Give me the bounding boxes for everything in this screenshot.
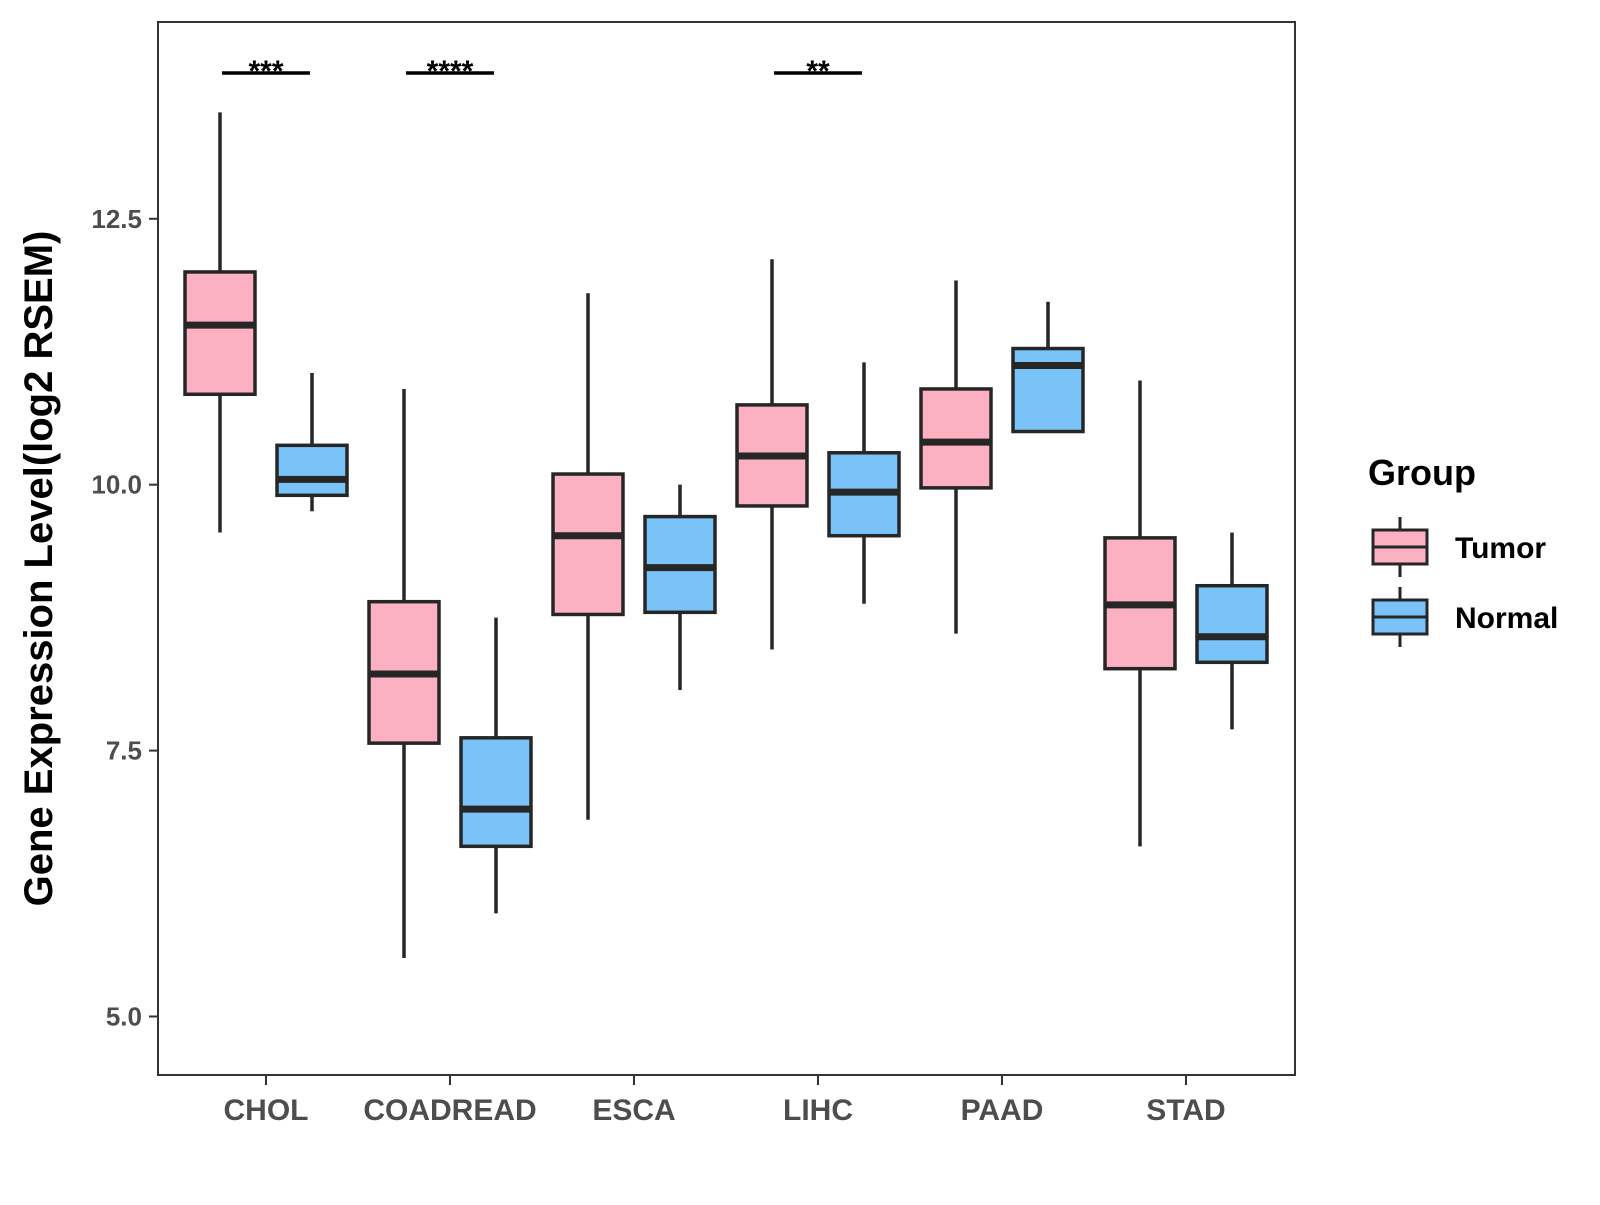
legend-entry-tumor: Tumor [1371,517,1546,577]
x-tick-label: COADREAD [363,1094,536,1127]
box-normal-lihc [827,362,901,604]
significance-label: *** [248,55,283,88]
x-tick-label: PAAD [961,1094,1044,1127]
y-tick-label: 12.5 [91,204,142,234]
box-iqr [1195,583,1269,665]
box-normal-esca [643,484,717,690]
plot-area: 5.0 7.5 10.0 12.5 CHOL COADREAD ESCA LIHC PAAD ST… [17,21,1296,1127]
legend: Group Tumor Normal [1368,452,1558,647]
y-tick-label: 10.0 [91,470,142,500]
y-tick-label: 7.5 [106,736,142,766]
box-iqr [551,472,625,617]
box-tumor-esca [551,293,625,820]
x-tick-label: ESCA [592,1094,675,1127]
box-normal-stad [1195,532,1269,730]
box-tumor-lihc [735,259,809,650]
box-iqr [919,387,993,490]
legend-entry-normal: Normal [1371,587,1558,647]
legend-label: Tumor [1455,532,1546,565]
x-tick-label: LIHC [783,1094,853,1127]
box-normal-chol [275,373,349,512]
box-iqr [275,443,349,498]
box-tumor-stad [1103,380,1177,847]
box-iqr [183,270,257,397]
x-tick-label: STAD [1146,1094,1225,1127]
box-normal-coadread [459,617,533,914]
significance-label: ** [806,55,830,88]
box-tumor-paad [919,280,993,634]
legend-title: Group [1368,452,1476,493]
legend-label: Normal [1455,602,1558,635]
box-tumor-chol [183,112,257,533]
y-axis-title: Gene Expression Level(log2 RSEM) [17,231,61,907]
box-iqr [1011,346,1085,434]
box-tumor-coadread [367,388,441,958]
x-tick-label: CHOL [224,1094,309,1127]
box-iqr [459,736,533,849]
significance-label: **** [427,55,474,88]
plot-panel-border [157,21,1296,1076]
y-tick-label: 5.0 [106,1002,142,1032]
box-normal-paad [1011,301,1085,434]
